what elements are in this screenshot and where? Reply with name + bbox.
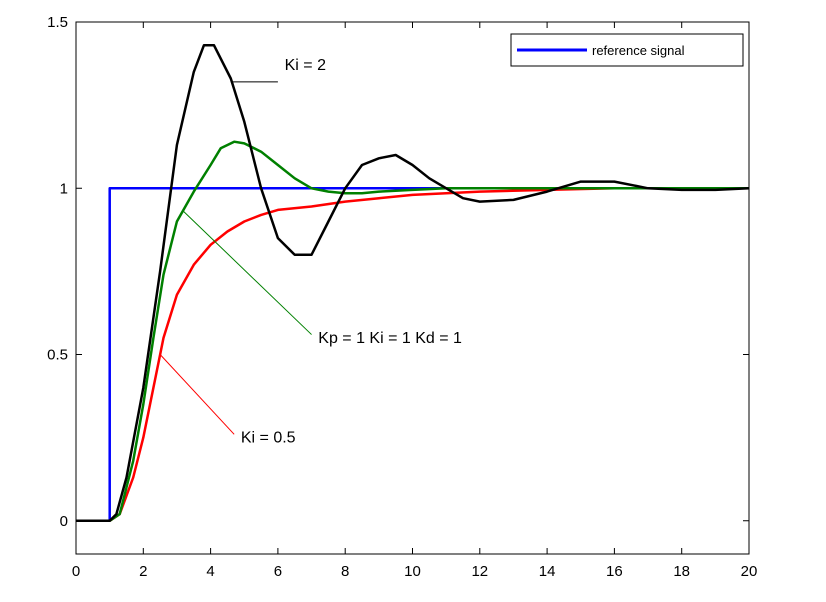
series-line-ki-0-5 — [76, 187, 749, 523]
series-layer — [76, 44, 750, 523]
annotation-label-kp-1-ki-1-kd-1: Kp = 1 Ki = 1 Kd = 1 — [318, 330, 462, 347]
x-tick-label: 4 — [206, 563, 214, 580]
annotation-label-ki-2: Ki = 2 — [285, 57, 326, 74]
x-tick-label: 20 — [741, 563, 758, 580]
annotation-leader-ki-0-5 — [159, 354, 235, 435]
x-tick-label: 12 — [471, 563, 488, 580]
x-tick-label: 10 — [404, 563, 421, 580]
x-tick-label: 0 — [72, 563, 80, 580]
series-line-ki-2 — [76, 44, 750, 523]
series-line-kp-1-ki-1-kd-1 — [76, 140, 749, 523]
axis-ticks: 0 2 4 6 8 10 12 14 16 18 20 0 0.5 1 1.5 — [47, 14, 757, 580]
y-tick-label: 1 — [60, 180, 68, 197]
x-tick-label: 8 — [341, 563, 349, 580]
annotation-layer: Ki = 2 Kp = 1 Ki = 1 Kd = 1 Ki = 0.5 — [159, 57, 462, 447]
legend-label-reference-signal: reference signal — [592, 43, 685, 58]
y-tick-label: 1.5 — [47, 14, 68, 31]
x-tick-label: 18 — [673, 563, 690, 580]
annotation-label-ki-0-5: Ki = 0.5 — [241, 430, 296, 447]
y-tick-label: 0 — [60, 513, 68, 530]
x-tick-label: 14 — [539, 563, 556, 580]
legend: reference signal — [510, 33, 744, 67]
annotation-leader-kp-1-ki-1-kd-1 — [183, 211, 312, 335]
x-tick-label: 2 — [139, 563, 147, 580]
y-tick-label: 0.5 — [47, 347, 68, 364]
plot-area — [75, 21, 750, 555]
x-tick-label: 16 — [606, 563, 623, 580]
x-tick-label: 6 — [274, 563, 282, 580]
